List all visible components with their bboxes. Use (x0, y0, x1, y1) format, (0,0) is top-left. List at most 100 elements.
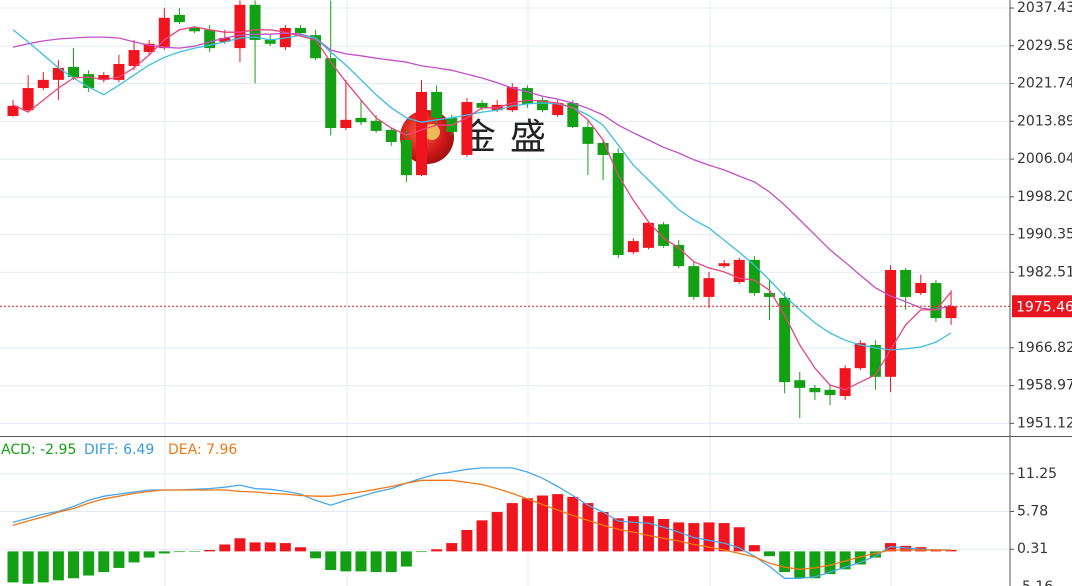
last-price-box (1012, 295, 1072, 318)
candle-body (930, 282, 942, 319)
y-tick-label: 2029.58 (1017, 38, 1072, 54)
histogram-bar (945, 549, 957, 552)
y-tick-label: 2037.43 (1017, 0, 1072, 16)
candle-body (854, 343, 866, 369)
histogram-bar (658, 518, 670, 552)
histogram-bar (567, 496, 579, 552)
histogram-bar (204, 549, 216, 552)
histogram-bar (809, 551, 821, 579)
candle-body (582, 127, 594, 144)
candle-body (128, 50, 140, 66)
candle-body (370, 120, 382, 131)
histogram-bar (673, 522, 685, 552)
histogram-bar (627, 516, 639, 552)
histogram-bar (642, 516, 654, 552)
histogram-bar (930, 549, 942, 552)
histogram-bar (340, 551, 352, 572)
histogram-bar (733, 527, 745, 552)
histogram-bar (7, 551, 19, 583)
histogram-bar (521, 498, 533, 552)
histogram-bar (294, 547, 306, 552)
histogram-bar (173, 551, 185, 553)
histogram-bar (98, 551, 110, 573)
candle-body (748, 259, 760, 294)
candle-body (158, 17, 170, 49)
histogram-bar (839, 551, 851, 570)
candle-body (189, 27, 201, 32)
histogram-bar (552, 494, 564, 552)
indicator-label: MACD: -2.95 (0, 442, 76, 458)
line-series (12, 29, 952, 351)
histogram-bar (537, 495, 549, 552)
candle-body (431, 91, 443, 118)
histogram-bar (143, 551, 155, 558)
candle-body (794, 380, 806, 388)
histogram-bar (264, 542, 276, 552)
histogram-bar (400, 551, 412, 567)
y-tick-label: 5.78 (1017, 504, 1048, 520)
histogram-bar (446, 543, 458, 552)
candle-body (68, 66, 80, 77)
histogram-bar (506, 503, 518, 552)
candle-body (113, 64, 125, 80)
histogram-bar (764, 551, 775, 557)
candle-body (869, 345, 881, 377)
candle-body (37, 79, 49, 89)
histogram-bar (113, 551, 125, 568)
y-tick-label: 1966.82 (1017, 340, 1072, 356)
candle-body (552, 102, 564, 116)
candle-body (627, 241, 639, 253)
histogram-bar (83, 551, 95, 576)
histogram-bar (703, 522, 715, 552)
candle-body (234, 4, 246, 49)
histogram-bar (189, 551, 201, 552)
histogram-bar (128, 551, 140, 563)
y-tick-label: 1998.20 (1017, 189, 1072, 205)
histogram-bar (37, 551, 49, 583)
y-tick-label: 1951.12 (1017, 415, 1072, 431)
histogram-bar (22, 551, 34, 584)
candle-body (597, 142, 609, 155)
histogram-bar (779, 551, 791, 573)
y-tick-label: 0.31 (1017, 541, 1048, 557)
y-tick-label: 11.25 (1017, 466, 1057, 482)
candle-body (521, 88, 533, 104)
histogram-bar (431, 549, 443, 552)
candle-body (22, 88, 34, 111)
candle-body (945, 306, 957, 319)
indicator-label: DIFF: 6.49 (84, 442, 154, 458)
candle-body (824, 389, 836, 396)
histogram-bar (325, 551, 337, 570)
candle-body (204, 29, 216, 49)
candle-body (673, 244, 685, 267)
indicator-label: DEA: 7.96 (168, 442, 237, 458)
last-price-label: 1975.46 (1016, 299, 1072, 315)
candle-body (688, 266, 700, 297)
histogram-bar (900, 545, 912, 552)
line-series (12, 479, 952, 570)
candle-body (83, 74, 95, 89)
candle-body (567, 102, 579, 128)
line-series (12, 26, 952, 391)
marks (0, 0, 1010, 584)
grid (0, 0, 1010, 586)
candle-body (52, 67, 64, 80)
histogram-bar (854, 551, 866, 565)
histogram-bar (794, 551, 806, 579)
candle-body (385, 129, 397, 142)
candle-body (173, 14, 185, 23)
candle-body (98, 75, 110, 80)
histogram-bar (416, 551, 428, 553)
candle-body (764, 293, 775, 297)
histogram-bar (310, 551, 322, 559)
histogram-bar (869, 551, 881, 558)
candle-body (264, 39, 276, 44)
candle-body (400, 140, 412, 176)
y-tick-label: 2021.74 (1017, 76, 1072, 92)
candle-body (416, 91, 428, 176)
histogram-bar (491, 512, 503, 552)
candle-body (612, 153, 624, 256)
